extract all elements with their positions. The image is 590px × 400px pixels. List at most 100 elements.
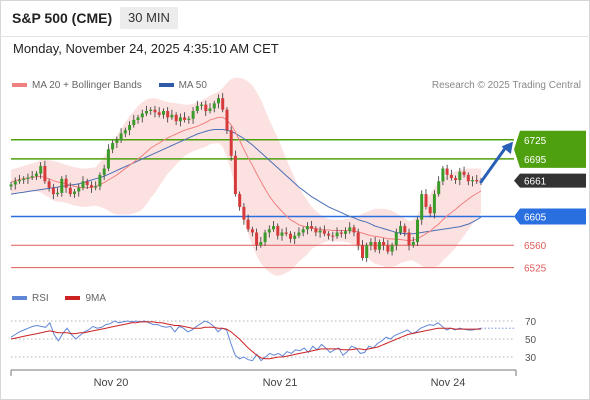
candle-body: [56, 193, 59, 194]
candle-body: [170, 115, 173, 118]
candle-body: [264, 233, 267, 243]
candle-body: [454, 178, 457, 180]
candle-body: [183, 117, 186, 120]
candle-body: [120, 133, 123, 140]
candle-body: [43, 166, 46, 181]
candle-body: [357, 233, 360, 246]
candle-body: [35, 174, 38, 177]
rsi-ma-line: [11, 322, 481, 359]
candle-body: [111, 143, 114, 149]
candle-body: [281, 233, 284, 236]
candle-body: [386, 245, 389, 251]
candle-body: [344, 231, 347, 234]
candle-body: [361, 245, 364, 258]
candle-body: [310, 226, 313, 229]
candle-body: [331, 236, 334, 237]
candle-body: [145, 111, 148, 114]
candle-body: [238, 194, 241, 207]
candle-body: [399, 226, 402, 232]
candle-body: [154, 110, 157, 113]
candle-body: [276, 226, 279, 236]
candle-body: [10, 185, 13, 187]
candle-body: [94, 186, 97, 187]
candle-body: [158, 112, 161, 115]
rsi-line: [11, 321, 481, 361]
candle-body: [132, 120, 135, 125]
candle-body: [149, 110, 152, 111]
candle-body: [217, 98, 220, 103]
candle-body: [467, 175, 470, 181]
x-tick-label: Nov 24: [431, 377, 466, 389]
rsi-tick-label: 30: [525, 353, 537, 364]
candle-body: [314, 229, 317, 233]
bollinger-band: [11, 78, 481, 276]
candle-body: [128, 125, 131, 130]
price-label-6661: 6661: [524, 177, 547, 188]
candle-body: [221, 98, 224, 110]
candle-body: [471, 180, 474, 181]
candle-body: [259, 242, 262, 245]
candle-body: [69, 188, 72, 194]
candle-body: [60, 179, 63, 193]
candle-body: [39, 166, 42, 174]
candle-body: [323, 231, 326, 234]
candle-body: [230, 130, 233, 156]
candle-body: [77, 188, 80, 192]
candle-body: [433, 194, 436, 213]
x-tick-label: Nov 21: [263, 377, 298, 389]
candle-body: [395, 233, 398, 246]
candle-body: [166, 111, 169, 117]
candle-body: [14, 181, 17, 184]
price-label-6525: 6525: [524, 264, 547, 275]
candle-body: [378, 242, 381, 250]
candle-body: [285, 233, 288, 234]
candle-body: [391, 245, 394, 251]
candle-body: [412, 242, 415, 245]
candle-body: [441, 169, 444, 182]
candle-body: [353, 227, 356, 232]
candle-body: [365, 245, 368, 258]
candle-body: [450, 175, 453, 178]
candle-body: [463, 172, 466, 175]
candle-body: [255, 233, 258, 246]
candle-body: [234, 156, 237, 194]
price-label-6560: 6560: [524, 241, 547, 252]
candle-body: [31, 176, 34, 177]
candle-body: [27, 178, 30, 179]
candle-body: [319, 231, 322, 233]
candle-body: [425, 194, 428, 207]
candle-body: [98, 175, 101, 187]
candle-body: [348, 227, 351, 231]
candle-body: [18, 180, 21, 181]
scenario-arrow: [481, 146, 507, 182]
candle-body: [446, 169, 449, 175]
candle-body: [65, 179, 68, 188]
candle-body: [115, 140, 118, 143]
candle-body: [268, 229, 271, 232]
candle-body: [403, 226, 406, 232]
candle-body: [175, 115, 178, 121]
candle-body: [204, 105, 207, 111]
candle-body: [162, 111, 165, 115]
candle-body: [369, 242, 372, 245]
candle-body: [340, 233, 343, 234]
candle-body: [382, 242, 385, 245]
candle-body: [327, 234, 330, 236]
candle-body: [420, 194, 423, 220]
candle-body: [416, 220, 419, 242]
candle-body: [408, 233, 411, 246]
candle-body: [192, 111, 195, 119]
candle-body: [200, 105, 203, 106]
candle-body: [107, 149, 110, 168]
candle-body: [437, 181, 440, 194]
candle-body: [187, 119, 190, 120]
price-label-6725: 6725: [524, 136, 547, 147]
candle-body: [86, 181, 89, 185]
candle-body: [48, 181, 51, 187]
candle-body: [289, 234, 292, 239]
candle-body: [251, 229, 254, 232]
candle-body: [306, 226, 309, 229]
candle-body: [124, 130, 127, 133]
candle-body: [103, 169, 106, 175]
